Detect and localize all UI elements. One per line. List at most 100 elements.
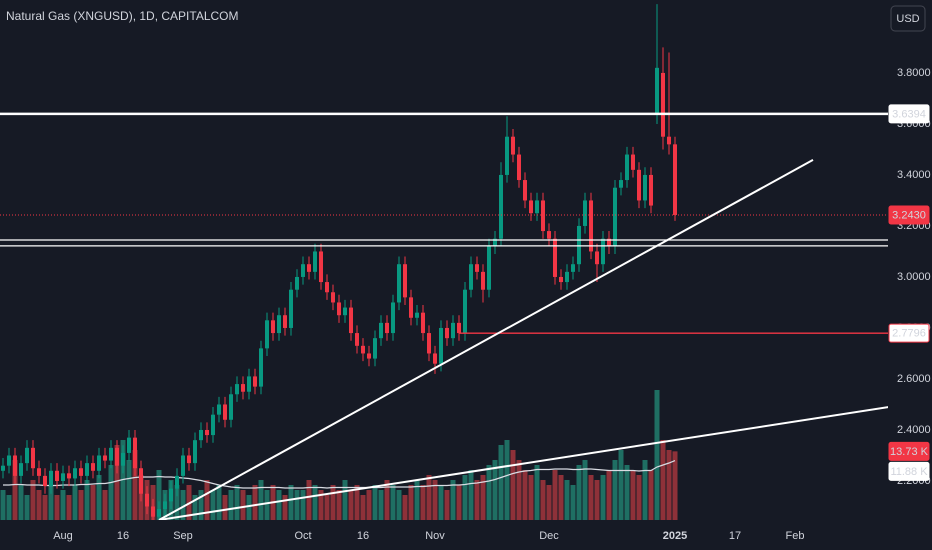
candle-body (13, 455, 17, 476)
candle-body (511, 136, 515, 155)
candle-body (481, 271, 485, 290)
volume-bar (36, 490, 42, 520)
candle-body (19, 463, 23, 476)
candle-body (1, 465, 5, 471)
volume-bar (318, 490, 324, 520)
volume-bar (624, 465, 630, 520)
candle-body (43, 475, 47, 487)
volume-bar (642, 460, 648, 520)
last-price-badge-box (888, 205, 930, 225)
candle-body (619, 180, 623, 188)
volume-bar (360, 495, 366, 520)
candle-body (493, 238, 497, 247)
volume-bar (78, 490, 84, 520)
volume-bar (630, 470, 636, 520)
candle-body (55, 470, 59, 481)
y-tick-label: 3.8000 (897, 67, 931, 79)
currency-label[interactable]: USD (896, 13, 919, 25)
candle-body (583, 200, 587, 226)
candle-body (391, 302, 395, 334)
volume-bar (426, 475, 432, 520)
candle-body (121, 452, 125, 466)
candle-body (307, 264, 311, 272)
candle-body (505, 136, 509, 175)
candle-body (295, 276, 299, 290)
candle-body (343, 307, 347, 316)
volume-bar (492, 460, 498, 520)
candle-body (367, 353, 371, 359)
volume-bar (504, 440, 510, 520)
candle-body (73, 468, 77, 479)
volume-bar (612, 460, 618, 520)
volume-bar (558, 475, 564, 520)
chart-title: Natural Gas (XNGUSD), 1D, CAPITALCOM (6, 9, 239, 23)
volume-bar (570, 485, 576, 520)
volume-bar (450, 480, 456, 520)
volume-bar (60, 490, 66, 520)
candle-body (397, 264, 401, 303)
candle-body (271, 320, 275, 334)
volume-bar (384, 480, 390, 520)
candle-body (403, 264, 407, 298)
candle-body (601, 238, 605, 265)
volume-bar (66, 495, 72, 520)
volume-bar (528, 475, 534, 520)
candle-body (673, 144, 677, 215)
volume-bar (408, 485, 414, 520)
volume-bar (282, 495, 288, 520)
volume-bar (6, 495, 12, 520)
volume-bar (228, 490, 234, 520)
candle-body (529, 200, 533, 214)
volume-bar (54, 495, 60, 520)
volume-bar (222, 495, 228, 520)
volume-bar (636, 475, 642, 520)
candle-body (355, 333, 359, 346)
volume-bar (192, 495, 198, 520)
volume-bar (522, 470, 528, 520)
candle-body (667, 136, 671, 145)
volume-bar (252, 485, 258, 520)
candle-body (595, 251, 599, 265)
candle-body (637, 169, 641, 201)
candle-body (85, 463, 89, 476)
plot-area (0, 4, 888, 520)
candle-body (421, 312, 425, 334)
candle-body (427, 333, 431, 354)
level-badge: 2.7796 (892, 328, 926, 340)
candle-body (49, 470, 53, 487)
candle-body (313, 251, 317, 272)
x-tick-label: Dec (539, 530, 559, 542)
volume-bar (42, 495, 48, 520)
candle-body (463, 289, 467, 334)
currency-button[interactable] (890, 5, 926, 32)
candle-body (241, 384, 245, 392)
volume-bar (312, 485, 318, 520)
candle-body (193, 440, 197, 464)
volume-bar (390, 485, 396, 520)
volume-bar (156, 470, 162, 520)
candle-body (487, 246, 491, 290)
x-tick-label: 16 (357, 530, 369, 542)
volume-bar (588, 475, 594, 520)
volume-bar (510, 450, 516, 520)
volume-bar (126, 460, 132, 520)
volume-bar (0, 490, 6, 520)
x-tick-label: 2025 (663, 530, 687, 542)
volume-bar (114, 445, 120, 520)
volume-bar (96, 475, 102, 520)
volume-bar (204, 480, 210, 520)
volume-bar (378, 490, 384, 520)
volume-bar (552, 470, 558, 520)
volume-bar (396, 490, 402, 520)
volume-bar (174, 485, 180, 520)
candle-body (199, 429, 203, 441)
candle-body (349, 307, 353, 334)
candle-body (127, 437, 131, 453)
candle-body (115, 447, 119, 466)
level-badge: 3.6394 (892, 108, 926, 120)
candle-body (247, 376, 251, 392)
candle-body (409, 297, 413, 318)
volume-bar (240, 490, 246, 520)
candle-body (457, 322, 461, 334)
